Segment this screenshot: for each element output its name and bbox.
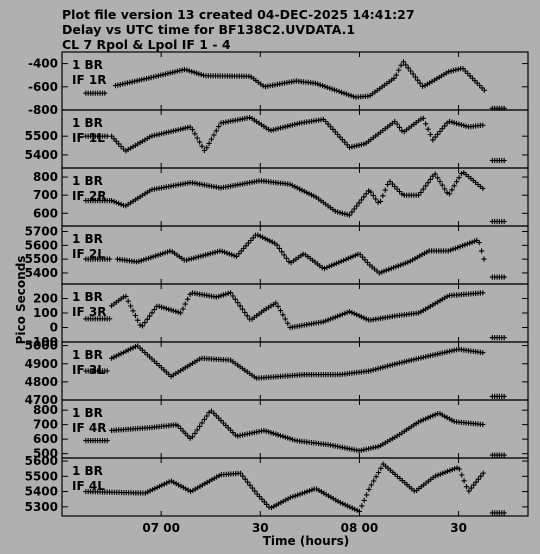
data-points (83, 461, 507, 516)
y-tick-label: -800 (28, 103, 58, 117)
panel-label-if: IF 4R (72, 421, 106, 435)
panel-frame (61, 341, 529, 401)
y-tick-label: 500 (33, 447, 58, 461)
panel-label-if: IF 3R (72, 305, 106, 319)
x-axis-label: Time (hours) (263, 534, 349, 548)
y-tick-label: 700 (33, 418, 58, 432)
y-tick-label: 600 (33, 206, 58, 220)
panel-label-baseline: 1 BR (72, 174, 103, 188)
panel-label-baseline: 1 BR (72, 464, 103, 478)
y-tick-label: 600 (33, 432, 58, 446)
y-tick-label: 4900 (25, 357, 58, 371)
y-tick-label: 5400 (25, 485, 58, 499)
y-tick-label: -400 (28, 57, 58, 71)
panel-frame (61, 167, 529, 227)
y-tick-label: 5400 (25, 148, 58, 162)
y-tick-label: 4700 (25, 393, 58, 407)
y-tick-label: 5600 (25, 238, 58, 252)
x-tick-label: 08 00 (341, 521, 379, 535)
y-tick-label: 5000 (25, 339, 58, 353)
panel-label-if: IF 4L (72, 479, 105, 493)
panel-frame (61, 109, 529, 169)
panel-frame (61, 457, 529, 517)
panel-frame (61, 225, 529, 285)
panel-label-baseline: 1 BR (72, 58, 103, 72)
x-tick-label: 07 00 (142, 521, 180, 535)
y-tick-label: 700 (33, 188, 58, 202)
data-points (83, 170, 507, 225)
y-tick-label: 800 (33, 403, 58, 417)
panel-label-baseline: 1 BR (72, 406, 103, 420)
y-axis-label: Pico Seconds (14, 256, 28, 345)
plot-header: Plot file version 13 created 04-DEC-2025… (62, 7, 415, 52)
y-tick-label: -600 (28, 80, 58, 94)
panel-label-baseline: 1 BR (72, 232, 103, 246)
header-line-3: CL 7 Rpol & Lpol IF 1 - 4 (62, 37, 231, 52)
data-points (83, 290, 507, 341)
x-tick-label: 30 (450, 521, 467, 535)
panel-label-baseline: 1 BR (72, 290, 103, 304)
y-tick-label: 100 (33, 306, 58, 320)
y-tick-label: 5500 (25, 252, 58, 266)
panel-frame (61, 283, 529, 343)
y-tick-label: 5300 (25, 500, 58, 514)
header-line-2: Delay vs UTC time for BF138C2.UVDATA.1 (62, 22, 356, 37)
y-tick-label: 200 (33, 292, 58, 306)
data-points (83, 408, 507, 458)
y-tick-label: 5500 (25, 129, 58, 143)
data-points (83, 115, 507, 164)
y-tick-label: 5500 (25, 469, 58, 483)
y-tick-label: 5700 (25, 225, 58, 239)
panel-label-baseline: 1 BR (72, 116, 103, 130)
y-tick-label: 800 (33, 170, 58, 184)
y-tick-label: 5400 (25, 266, 58, 280)
header-line-1: Plot file version 13 created 04-DEC-2025… (62, 7, 415, 22)
y-tick-label: 5600 (25, 454, 58, 468)
data-points (83, 343, 507, 399)
y-tick-label: 4800 (25, 375, 58, 389)
y-tick-label: -100 (28, 335, 58, 349)
data-points (83, 59, 507, 111)
panel-label-baseline: 1 BR (72, 348, 103, 362)
x-tick-label: 30 (252, 521, 269, 535)
panel-label-if: IF 2L (72, 247, 105, 261)
y-tick-label: 0 (50, 321, 58, 335)
data-points (83, 232, 507, 280)
panel-label-if: IF 1R (72, 73, 106, 87)
